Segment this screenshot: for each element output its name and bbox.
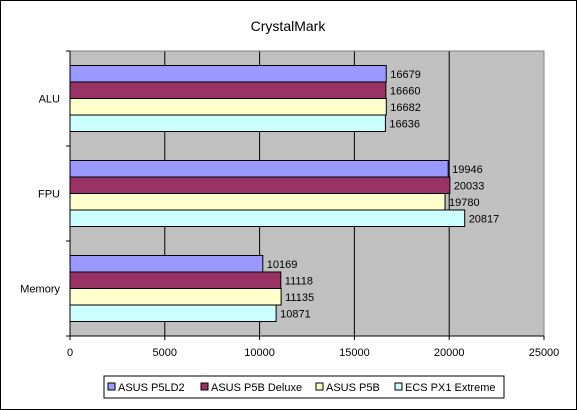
x-tick-label: 15000 — [339, 347, 370, 359]
legend-swatch — [107, 382, 116, 391]
data-label: 10169 — [267, 259, 298, 271]
x-tick-label: 25000 — [529, 347, 560, 359]
data-label: 16660 — [390, 85, 421, 97]
data-label: 10871 — [280, 308, 311, 320]
bar — [69, 65, 387, 83]
data-label: 16682 — [390, 102, 421, 114]
legend-label: ASUS P5B — [326, 382, 380, 394]
bar — [69, 193, 446, 211]
x-tick-label: 0 — [67, 347, 73, 359]
category-label: ALU — [39, 94, 60, 106]
bar — [69, 271, 282, 289]
bar — [69, 160, 449, 178]
bar — [69, 304, 277, 322]
bar — [69, 176, 451, 194]
x-tick-label: 10000 — [244, 347, 275, 359]
x-tick-label: 20000 — [434, 347, 465, 359]
data-label: 11135 — [285, 292, 314, 304]
bar — [69, 288, 282, 306]
data-label: 16679 — [390, 69, 421, 81]
data-label: 16636 — [389, 118, 420, 130]
legend-label: ASUS P5LD2 — [118, 382, 185, 394]
bar — [69, 255, 264, 273]
legend: ASUS P5LD2 ASUS P5B Deluxe ASUS P5B ECS PX1… — [103, 375, 505, 399]
data-label: 20817 — [469, 213, 500, 225]
bar — [69, 81, 387, 99]
category-label: FPU — [38, 189, 60, 201]
legend-swatch — [394, 382, 403, 391]
x-tick-label: 5000 — [153, 347, 177, 359]
legend-box — [103, 375, 505, 399]
legend-swatch — [315, 382, 324, 391]
bar — [69, 114, 386, 132]
chart-title: CrystalMark — [251, 18, 327, 34]
legend-label: ECS PX1 Extreme — [405, 382, 495, 394]
category-label: Memory — [20, 284, 60, 296]
legend-swatch — [200, 382, 209, 391]
legend-label: ASUS P5B Deluxe — [211, 382, 302, 394]
data-label: 20033 — [454, 180, 485, 192]
bar — [69, 98, 387, 116]
data-label: 19946 — [452, 164, 483, 176]
plot-area: 0 5000 10000 15000 20000 25000 ALU 16679 16660 16… — [20, 50, 560, 359]
data-label: 11118 — [285, 275, 313, 287]
bar — [69, 209, 466, 227]
data-label: 19780 — [449, 197, 480, 209]
